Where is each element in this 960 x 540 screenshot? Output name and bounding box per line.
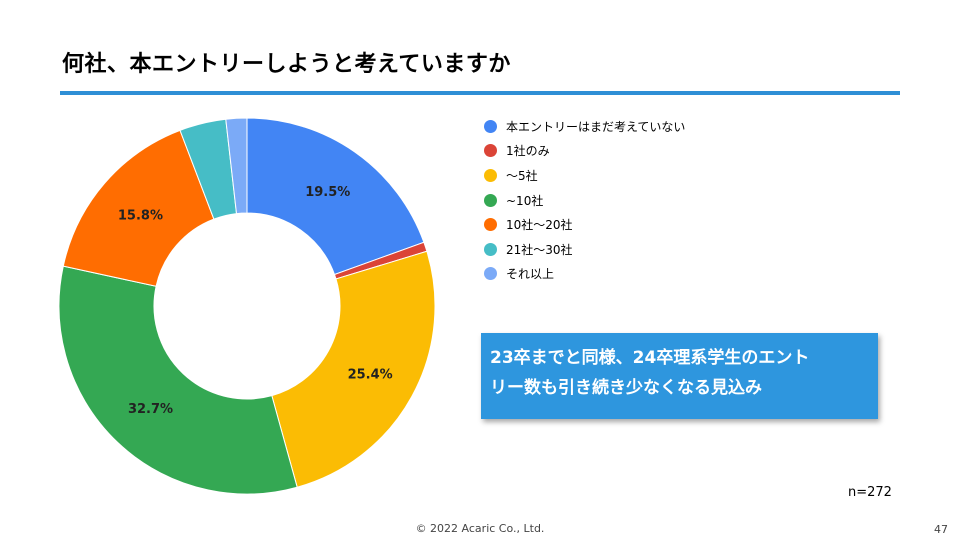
legend-color-dot bbox=[484, 119, 497, 133]
legend-item: 1社のみ bbox=[484, 139, 685, 164]
callout-box: 23卒までと同様、24卒理系学生のエント リー数も引き続き少なくなる見込み bbox=[481, 333, 878, 419]
donut-slice-1 bbox=[246, 117, 425, 276]
legend-label: 21社〜30社 bbox=[506, 242, 573, 257]
donut-slice-7 bbox=[225, 117, 248, 215]
donut-slice-4 bbox=[58, 265, 298, 495]
legend-item: 本エントリーはまだ考えていない bbox=[484, 114, 685, 139]
donut-chart: 19.5% 25.4% 32.7% 15.8% bbox=[58, 117, 436, 495]
slice-value-label: 25.4% bbox=[348, 368, 393, 383]
title-underline bbox=[60, 91, 900, 95]
legend-label: ~10社 bbox=[506, 193, 544, 208]
slice-value-label: 32.7% bbox=[128, 402, 173, 417]
legend-item: それ以上 bbox=[484, 262, 685, 287]
legend-color-dot bbox=[484, 193, 497, 207]
page-number: 47 bbox=[934, 523, 948, 536]
copyright: © 2022 Acaric Co., Ltd. bbox=[415, 522, 545, 535]
legend-color-dot bbox=[484, 218, 497, 232]
legend-color-dot bbox=[484, 267, 497, 281]
donut-slice-3 bbox=[271, 250, 436, 488]
legend-label: 本エントリーはまだ考えていない bbox=[506, 119, 686, 134]
legend-item: 〜5社 bbox=[484, 163, 685, 188]
legend-label: 10社〜20社 bbox=[506, 218, 573, 233]
legend-label: 1社のみ bbox=[506, 144, 550, 159]
callout-line-1: 23卒までと同様、24卒理系学生のエント bbox=[490, 348, 810, 368]
donut-slice-5 bbox=[62, 129, 215, 287]
legend-color-dot bbox=[484, 242, 497, 256]
legend-item: ~10社 bbox=[484, 188, 685, 213]
slice-value-label: 19.5% bbox=[305, 185, 350, 200]
legend-label: 〜5社 bbox=[506, 168, 538, 183]
legend-color-dot bbox=[484, 144, 497, 158]
legend-label: それ以上 bbox=[506, 267, 555, 282]
chart-legend: 本エントリーはまだ考えていない 1社のみ〜5社 ~10社 10社〜20社 21社〜30社… bbox=[484, 114, 685, 286]
sample-size: n=272 bbox=[848, 485, 892, 500]
slice-value-label: 15.8% bbox=[118, 208, 163, 223]
callout-line-2: リー数も引き続き少なくなる見込み bbox=[490, 378, 762, 398]
legend-item: 10社〜20社 bbox=[484, 212, 685, 237]
legend-color-dot bbox=[484, 168, 497, 182]
legend-item: 21社〜30社 bbox=[484, 237, 685, 262]
page-title: 何社、本エントリーしようと考えていますか bbox=[62, 52, 511, 77]
